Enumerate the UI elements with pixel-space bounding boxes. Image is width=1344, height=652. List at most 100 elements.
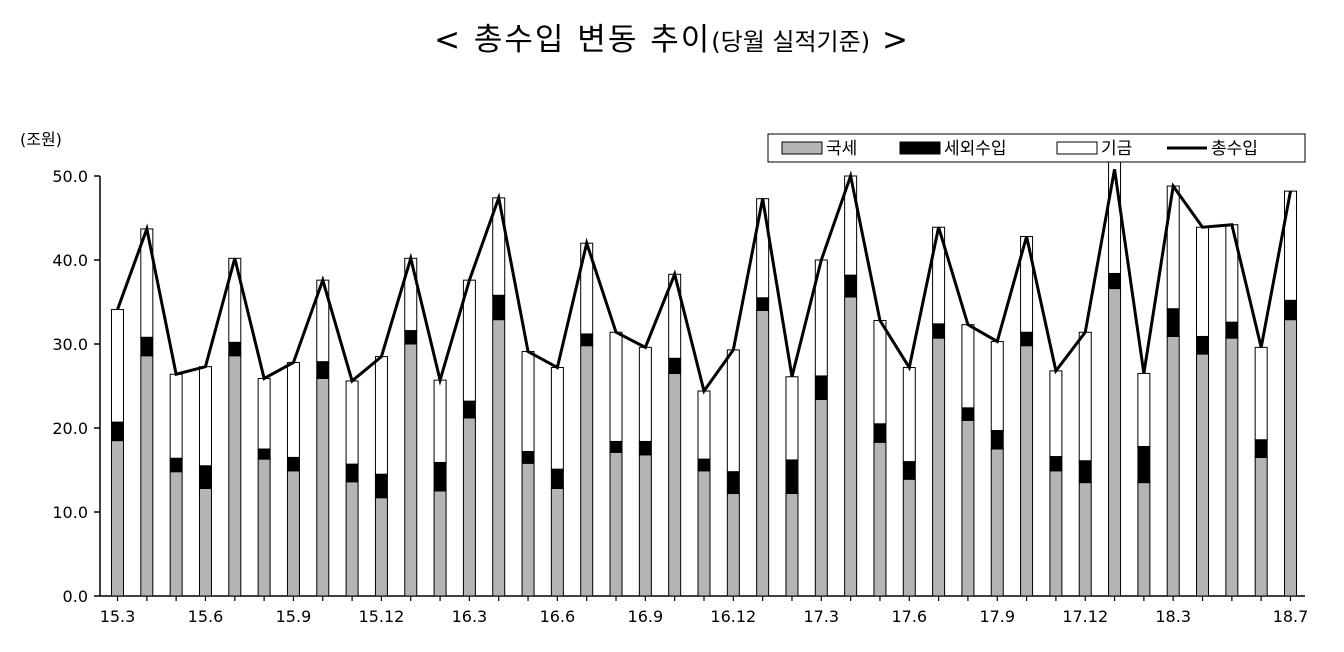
bar-segment-non-tax-revenue (228, 341, 242, 357)
bar-segment-fund (961, 324, 975, 409)
bar-segment-fund (198, 366, 212, 467)
bar-segment-non-tax-revenue (286, 456, 300, 472)
bar-segment-non-tax-revenue (374, 473, 388, 499)
bar-segment-national-tax (609, 451, 623, 597)
bar-segment-national-tax (169, 471, 183, 597)
bar-segment-non-tax-revenue (609, 440, 623, 453)
bar-segment-national-tax (726, 493, 740, 597)
bar-segment-non-tax-revenue (1137, 445, 1151, 484)
bar-segment-national-tax (902, 478, 916, 597)
bar-segment-non-tax-revenue (932, 323, 946, 339)
bar-segment-fund (1254, 346, 1268, 441)
bar-segment-fund (902, 367, 916, 463)
bar-segment-non-tax-revenue (433, 461, 447, 492)
bar-segment-national-tax (1196, 353, 1210, 597)
bar-segment-fund (111, 309, 124, 423)
bar-segment-fund (550, 367, 564, 470)
bar-segment-non-tax-revenue (1049, 456, 1063, 472)
bar-segment-fund (374, 356, 388, 475)
bar-segment-national-tax (1284, 319, 1297, 597)
bar-segment-non-tax-revenue (1078, 460, 1092, 484)
bar-segment-fund (345, 380, 359, 465)
legend-box (767, 133, 1306, 163)
bar-segment-national-tax (140, 355, 154, 597)
x-tick-label: 16.3 (452, 607, 488, 626)
legend-swatch (781, 141, 823, 155)
bar-segment-non-tax-revenue (1020, 331, 1034, 347)
x-tick-label: 17.9 (979, 607, 1015, 626)
bar-segment-national-tax (580, 345, 594, 597)
bar-segment-national-tax (374, 497, 388, 597)
bar-segment-non-tax-revenue (1254, 439, 1268, 458)
bar-segment-fund (990, 340, 1004, 432)
bar-segment-non-tax-revenue (1225, 321, 1239, 339)
bar-segment-fund (785, 376, 799, 461)
bar-segment-non-tax-revenue (198, 465, 212, 489)
bar-segment-national-tax (697, 470, 711, 597)
bar-segment-non-tax-revenue (580, 333, 594, 347)
x-tick-label: 15.9 (276, 607, 312, 626)
bar-segment-non-tax-revenue (1196, 335, 1210, 355)
bar-segment-national-tax (1166, 335, 1180, 597)
x-tick-label: 15.12 (359, 607, 405, 626)
legend-swatch (1056, 141, 1098, 155)
bar-segment-non-tax-revenue (492, 294, 506, 321)
bar-segment-fund (609, 331, 623, 442)
bar-segment-non-tax-revenue (1166, 308, 1180, 337)
x-tick-label: 16.12 (710, 607, 756, 626)
bar-segment-non-tax-revenue (756, 297, 770, 311)
bar-segment-national-tax (198, 487, 212, 597)
bar-segment-fund (1078, 331, 1092, 462)
bar-segment-non-tax-revenue (726, 471, 740, 495)
bar-segment-fund (521, 351, 535, 453)
bar-segment-non-tax-revenue (638, 440, 652, 456)
bar-segment-non-tax-revenue (169, 457, 183, 473)
x-tick-label: 15.6 (188, 607, 224, 626)
bar-segment-national-tax (668, 372, 682, 597)
bar-segment-non-tax-revenue (111, 421, 124, 442)
bar-segment-non-tax-revenue (521, 451, 535, 464)
bar-segment-national-tax (1078, 482, 1092, 597)
bar-segment-fund (726, 349, 740, 473)
bar-segment-national-tax (521, 462, 535, 597)
y-tick-label: 50.0 (52, 167, 88, 186)
bar-segment-non-tax-revenue (550, 468, 564, 489)
bar-segment-national-tax (111, 440, 124, 597)
x-tick-label: 17.12 (1062, 607, 1108, 626)
bar-segment-national-tax (316, 377, 330, 597)
bar-segment-non-tax-revenue (961, 407, 975, 421)
y-axis-unit-label: (조원) (20, 130, 62, 149)
chart-title: < 총수입 변동 추이(당월 실적기준) > (0, 14, 1344, 59)
total-revenue-line (116, 169, 1292, 395)
chart-title-sub: (당월 실적기준) (711, 28, 871, 56)
bar-segment-national-tax (1108, 288, 1122, 597)
bar-segment-non-tax-revenue (345, 463, 359, 483)
bar-segment-fund (1196, 226, 1210, 337)
y-tick-label: 40.0 (52, 251, 88, 270)
bar-segment-non-tax-revenue (404, 330, 418, 345)
legend-label: 세외수입 (944, 139, 1007, 159)
bar-segment-national-tax (1225, 337, 1239, 597)
bar-segment-non-tax-revenue (668, 357, 682, 374)
bar-segment-fund (638, 346, 652, 442)
bar-segment-national-tax (638, 454, 652, 597)
bar-segment-national-tax (433, 490, 447, 597)
bar-segment-national-tax (286, 470, 300, 597)
bar-segment-non-tax-revenue (785, 459, 799, 495)
bar-segment-non-tax-revenue (462, 400, 476, 419)
bar-segment-national-tax (404, 343, 418, 597)
bar-segment-fund (873, 319, 887, 425)
bar-segment-non-tax-revenue (1284, 299, 1297, 321)
bar-segment-national-tax (257, 458, 271, 597)
bar-segment-national-tax (1137, 482, 1151, 597)
bar-segment-fund (169, 373, 183, 459)
x-tick-label: 17.6 (891, 607, 927, 626)
bar-segment-non-tax-revenue (1108, 272, 1122, 290)
x-tick-label: 16.6 (540, 607, 576, 626)
x-tick-label: 15.3 (100, 607, 136, 626)
y-tick-label: 10.0 (52, 503, 88, 522)
chart-title-main: < 총수입 변동 추이 (434, 22, 712, 58)
bar-segment-national-tax (990, 448, 1004, 597)
bar-segment-national-tax (1049, 470, 1063, 597)
